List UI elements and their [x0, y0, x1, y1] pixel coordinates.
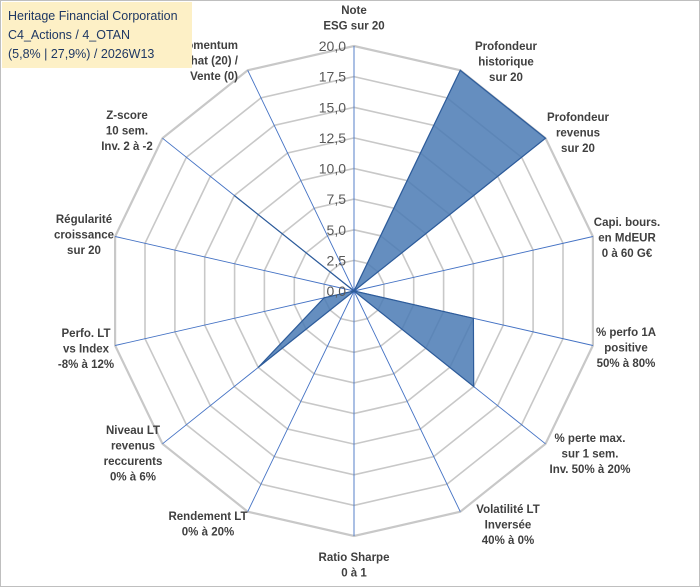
axis-label: Z-score 10 sem. Inv. 2 à -2 — [101, 110, 153, 153]
chart-title-company: Heritage Financial Corporation — [8, 9, 178, 23]
chart-title-category: C4_Actions / 4_OTAN — [8, 28, 131, 42]
radar-axis-labels: Note ESG sur 20 Profondeur historique sur 20… — [54, 5, 660, 580]
axis-label: Volatilité LT Inversée 40% à 0% — [476, 504, 539, 547]
tick-label: 17,5 — [319, 69, 346, 85]
axis-spoke — [247, 290, 355, 512]
radar-series — [233, 69, 547, 388]
tick-label: 12,5 — [319, 130, 346, 146]
axis-spoke — [353, 290, 461, 512]
tick-label: 15,0 — [319, 99, 346, 115]
axis-label: Rendement LT 0% à 20% — [168, 511, 247, 539]
axis-label: Profondeur historique sur 20 — [475, 41, 537, 84]
tick-label: 7,5 — [327, 191, 347, 207]
axis-label: % perfo 1A positive 50% à 80% — [596, 327, 656, 370]
axis-label: % perte max. sur 1 sem. Inv. 50% à 20% — [550, 433, 631, 476]
axis-label: Capi. bours. en MdEUR 0 à 60 G€ — [594, 217, 660, 260]
series-area — [233, 69, 547, 388]
axis-label: Note ESG sur 20 — [323, 5, 384, 33]
tick-label: 10,0 — [319, 161, 346, 177]
axis-label: Profondeur revenus sur 20 — [547, 112, 609, 155]
tick-label: 20,0 — [319, 38, 346, 54]
axis-spoke — [247, 70, 355, 292]
chart-title-box: Heritage Financial Corporation C4_Action… — [2, 2, 192, 68]
axis-spoke — [353, 236, 594, 292]
axis-label: Régularité croissance sur 20 — [54, 214, 114, 257]
tick-label: 5,0 — [327, 222, 347, 238]
radar-tick-labels: 0,0 2,5 5,0 7,5 10,0 12,5 15,0 17,5 20,0 — [319, 38, 346, 299]
axis-spoke — [114, 290, 355, 346]
tick-label: 2,5 — [327, 252, 347, 268]
axis-label: Niveau LT revenus reccurents 0% à 6% — [104, 425, 163, 484]
axis-spoke — [114, 236, 355, 292]
axis-label: Ratio Sharpe 0 à 1 — [319, 552, 390, 580]
axis-label: Perfo. LT vs Index -8% à 12% — [58, 328, 114, 371]
tick-label: 0,0 — [327, 283, 347, 299]
chart-title-stats: (5,8% | 27,9%) / 2026W13 — [8, 47, 155, 61]
